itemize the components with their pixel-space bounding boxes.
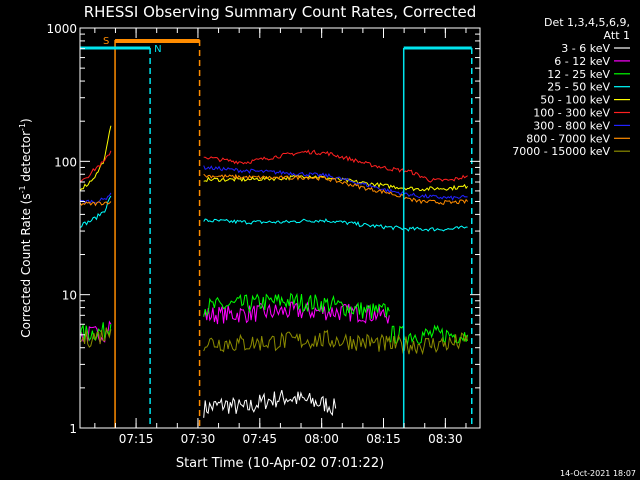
y-axis-label: Corrected Count Rate (s-1 detector-1) bbox=[18, 118, 33, 337]
legend-label-1: 3 - 6 keV bbox=[561, 42, 610, 55]
series-8 bbox=[79, 173, 468, 207]
series-3-segment-3 bbox=[389, 324, 469, 346]
legend-header-line1: Det 1,3,4,5,6,9, bbox=[544, 16, 630, 29]
legend-header-line2: Att 1 bbox=[604, 29, 630, 42]
y-tick-label-2: 10 bbox=[62, 289, 77, 303]
series-9 bbox=[79, 327, 469, 356]
legend-label-3: 12 - 25 keV bbox=[547, 68, 610, 81]
x-tick-label-1: 07:15 bbox=[119, 432, 154, 446]
x-axis-label: Start Time (10-Apr-02 07:01:22) bbox=[176, 456, 384, 471]
legend-label-7: 300 - 800 keV bbox=[533, 119, 610, 132]
series-4-segment-2 bbox=[203, 218, 468, 232]
series-5-segment-1 bbox=[79, 125, 112, 192]
series-4 bbox=[79, 195, 468, 232]
x-tick-label-6: 08:30 bbox=[428, 432, 463, 446]
x-tick-label-4: 08:00 bbox=[304, 432, 339, 446]
y-tick-label-3: 100 bbox=[54, 155, 77, 169]
y-axis-label-part2: detector bbox=[19, 131, 33, 186]
series-1 bbox=[203, 389, 337, 418]
axis-ticks: 1 10 100 1000 07:15 07:30 07:45 08:00 08:15 08:30 bbox=[46, 22, 480, 446]
x-tick-label-2: 07:30 bbox=[181, 432, 216, 446]
timestamp: 14-Oct-2021 18:07 bbox=[560, 469, 636, 478]
y-axis-label-sup2: -1 bbox=[18, 123, 27, 131]
y-axis-label-sup1: -1 bbox=[18, 185, 27, 193]
y-tick-label-4: 1000 bbox=[46, 22, 77, 36]
x-tick-label-5: 08:15 bbox=[366, 432, 401, 446]
series-3-segment-2 bbox=[203, 292, 390, 319]
series-6 bbox=[79, 149, 468, 183]
legend-label-9: 7000 - 15000 keV bbox=[512, 145, 610, 158]
chart-title: RHESSI Observing Summary Count Rates, Co… bbox=[84, 3, 477, 21]
x-tick-label-3: 07:45 bbox=[242, 432, 277, 446]
s-label: S bbox=[103, 36, 109, 47]
legend-label-6: 100 - 300 keV bbox=[533, 107, 610, 120]
series-1-segment-1 bbox=[203, 389, 337, 418]
series-9-segment-2 bbox=[203, 329, 469, 356]
plot-area: SN bbox=[79, 36, 473, 428]
y-axis-label-part3: ) bbox=[19, 118, 33, 123]
series-6-segment-2 bbox=[203, 149, 468, 183]
y-axis-label-part1: Corrected Count Rate (s bbox=[19, 193, 33, 337]
legend-label-8: 800 - 7000 keV bbox=[526, 132, 610, 145]
n-label: N bbox=[154, 44, 161, 55]
series-7-segment-2 bbox=[203, 165, 468, 201]
series-8-segment-2 bbox=[203, 173, 468, 205]
series-6-segment-1 bbox=[79, 150, 112, 182]
legend-label-4: 25 - 50 keV bbox=[547, 81, 610, 94]
series-4-segment-1 bbox=[79, 195, 112, 228]
legend-label-2: 6 - 12 keV bbox=[554, 55, 610, 68]
series-2-segment-2 bbox=[203, 301, 390, 325]
y-tick-label-1: 1 bbox=[69, 422, 77, 436]
series-8-segment-1 bbox=[79, 201, 112, 207]
legend-label-5: 50 - 100 keV bbox=[540, 94, 610, 107]
series-9-segment-1 bbox=[79, 327, 112, 348]
